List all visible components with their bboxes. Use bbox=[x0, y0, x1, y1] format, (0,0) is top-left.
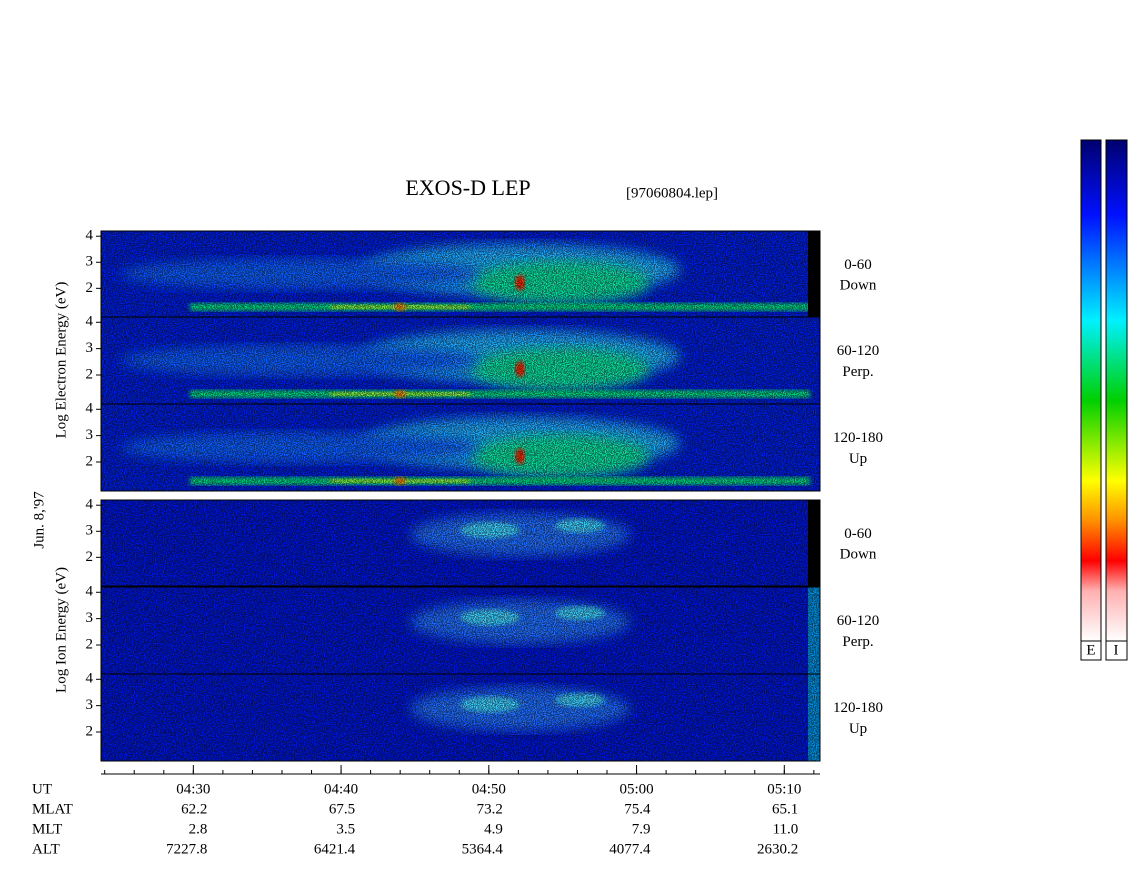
orbit-value: 6421.4 bbox=[314, 841, 356, 857]
orbit-value: 7.9 bbox=[632, 821, 651, 837]
y-tick-label: 4 bbox=[86, 497, 94, 513]
x-tick-label: 05:10 bbox=[767, 781, 801, 797]
y-tick-label: 3 bbox=[86, 610, 94, 626]
y-tick-label: 4 bbox=[86, 671, 94, 687]
orbit-value: 5364.4 bbox=[462, 841, 504, 857]
color-bar-label-box bbox=[1105, 640, 1128, 661]
y-tick-label: 2 bbox=[86, 636, 94, 652]
y-tick-label: 3 bbox=[86, 523, 94, 539]
y-tick-label: 4 bbox=[86, 228, 94, 244]
orbit-value: 65.1 bbox=[772, 801, 798, 817]
row-label: MLT bbox=[32, 821, 62, 837]
spectrogram-panel bbox=[101, 500, 820, 586]
orbit-value: 3.5 bbox=[336, 821, 355, 837]
noise bbox=[101, 587, 820, 674]
y-tick-label: 3 bbox=[86, 340, 94, 356]
y-tick-label: 3 bbox=[86, 254, 94, 270]
orbit-value: 4.9 bbox=[484, 821, 503, 837]
orbit-value: 11.0 bbox=[773, 821, 799, 837]
noise bbox=[101, 674, 820, 761]
pitch-angle: 60-120 bbox=[837, 343, 880, 359]
spectrogram-panel bbox=[101, 404, 820, 491]
orbit-value: 67.5 bbox=[329, 801, 355, 817]
noise bbox=[101, 404, 820, 491]
direction: Up bbox=[849, 721, 867, 737]
pitch-angle: 120-180 bbox=[833, 700, 883, 716]
spectrogram-panel bbox=[101, 231, 820, 317]
panel-border bbox=[100, 673, 821, 762]
y-tick-label: 4 bbox=[86, 584, 94, 600]
noise bbox=[101, 500, 820, 586]
orbit-value: 73.2 bbox=[477, 801, 503, 817]
orbit-value: 2.8 bbox=[189, 821, 208, 837]
orbit-value: 75.4 bbox=[624, 801, 651, 817]
noise bbox=[101, 231, 820, 317]
x-tick-label: 05:00 bbox=[619, 781, 653, 797]
spectrogram-panel bbox=[101, 317, 820, 404]
y-tick-label: 4 bbox=[86, 401, 94, 417]
color-bar bbox=[1080, 139, 1102, 642]
y-axis-label: Log Electron Energy (eV) bbox=[53, 282, 69, 439]
spectrogram-panel bbox=[101, 674, 820, 761]
direction: Down bbox=[840, 277, 877, 293]
panel-border bbox=[100, 499, 821, 587]
row-label: MLAT bbox=[32, 801, 73, 817]
color-bar-label-box bbox=[1080, 640, 1102, 661]
y-tick-label: 2 bbox=[86, 366, 94, 382]
noise bbox=[101, 317, 820, 404]
y-tick-label: 3 bbox=[86, 697, 94, 713]
row-label: ALT bbox=[32, 841, 60, 857]
pitch-angle: 0-60 bbox=[844, 257, 872, 273]
direction: Down bbox=[840, 546, 877, 562]
file-name: [97060804.lep] bbox=[626, 185, 718, 201]
y-tick-label: 2 bbox=[86, 549, 94, 565]
color-bar bbox=[1105, 139, 1128, 642]
color-bar-label: E bbox=[1086, 642, 1095, 658]
orbit-value: 7227.8 bbox=[166, 841, 207, 857]
spectrogram-panel bbox=[101, 587, 820, 674]
color-bar-label: I bbox=[1114, 642, 1119, 658]
orbit-value: 62.2 bbox=[181, 801, 207, 817]
y-tick-label: 2 bbox=[86, 723, 94, 739]
y-tick-label: 2 bbox=[86, 453, 94, 469]
x-tick-label: 04:30 bbox=[176, 781, 210, 797]
y-tick-label: 4 bbox=[86, 314, 94, 330]
title: EXOS-D LEP bbox=[405, 175, 530, 200]
direction: Perp. bbox=[842, 634, 873, 650]
y-tick-label: 3 bbox=[86, 427, 94, 443]
y-tick-label: 2 bbox=[86, 280, 94, 296]
row-label: UT bbox=[32, 781, 52, 797]
pitch-angle: 60-120 bbox=[837, 613, 880, 629]
x-tick-label: 04:40 bbox=[324, 781, 358, 797]
orbit-value: 4077.4 bbox=[609, 841, 651, 857]
x-tick-label: 04:50 bbox=[472, 781, 506, 797]
direction: Perp. bbox=[842, 364, 873, 380]
date-label: Jun. 8,'97 bbox=[31, 491, 47, 549]
orbit-value: 2630.2 bbox=[757, 841, 798, 857]
pitch-angle: 0-60 bbox=[844, 526, 872, 542]
direction: Up bbox=[849, 451, 867, 467]
pitch-angle: 120-180 bbox=[833, 430, 883, 446]
y-axis-label: Log Ion Energy (eV) bbox=[53, 567, 69, 693]
panel-border bbox=[100, 403, 821, 492]
